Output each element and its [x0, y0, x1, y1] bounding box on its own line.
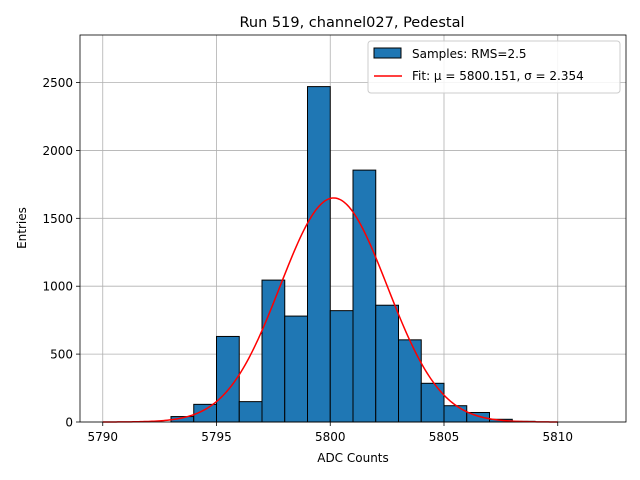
histogram-bar — [329, 310, 354, 423]
y-axis-ticks: 0 500 1000 1500 2000 2500 — [42, 76, 80, 430]
histogram-bar — [238, 401, 263, 423]
y-tick-label: 0 — [65, 416, 73, 430]
histogram-bar — [284, 315, 308, 423]
legend-box — [367, 40, 621, 94]
x-tick-label: 5800 — [315, 430, 346, 444]
x-axis-label: ADC Counts — [317, 451, 389, 465]
y-tick-label: 1500 — [42, 212, 73, 226]
y-tick-label: 1000 — [42, 280, 73, 294]
gaussian-fit-curve — [102, 197, 558, 423]
plot-frame — [79, 34, 627, 423]
x-tick-label: 5790 — [87, 430, 118, 444]
legend-swatch-samples — [373, 47, 402, 59]
legend-label-samples: Samples: RMS=2.5 — [412, 47, 527, 61]
y-tick-label: 500 — [50, 348, 73, 362]
legend: Samples: RMS=2.5 Fit: μ = 5800.151, σ = … — [367, 40, 621, 94]
histogram-bar — [443, 405, 468, 423]
histogram-bars — [170, 86, 536, 423]
x-axis-ticks: 5790 5795 5800 5805 5810 — [87, 422, 573, 444]
chart-title: Run 519, channel027, Pedestal — [239, 15, 464, 31]
y-axis-label: Entries — [15, 207, 29, 249]
histogram-bar — [375, 304, 399, 423]
fit-curve-group — [102, 197, 558, 423]
y-tick-label: 2500 — [42, 76, 73, 90]
histogram-bar — [398, 339, 422, 423]
x-tick-label: 5795 — [201, 430, 232, 444]
histogram-bar — [352, 169, 377, 423]
histogram-bar — [420, 382, 445, 423]
histogram-bar — [307, 86, 331, 423]
x-tick-label: 5810 — [542, 430, 573, 444]
x-tick-label: 5805 — [429, 430, 460, 444]
legend-label-fit: Fit: μ = 5800.151, σ = 2.354 — [412, 69, 584, 83]
y-tick-label: 2000 — [42, 144, 73, 158]
